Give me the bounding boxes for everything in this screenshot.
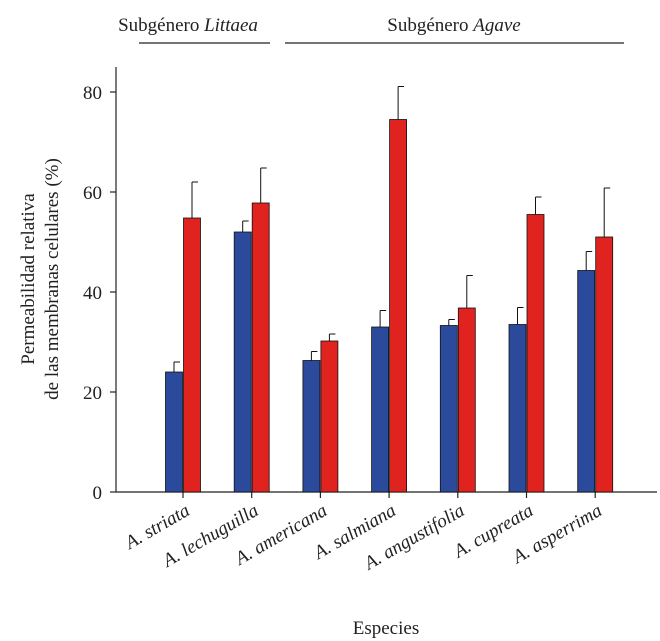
bar-series-1 [508, 324, 527, 493]
x-axis-title: Especies [353, 618, 419, 639]
y-axis-title-line1: Permeabilidad relativa [18, 193, 39, 365]
y-axis-title-line2: de las membranas celulares (%) [42, 158, 63, 400]
bars [165, 119, 614, 493]
y-ticks: 0 20 40 60 80 [83, 83, 116, 504]
bar-series-1 [439, 325, 458, 493]
bar-series-1 [233, 231, 252, 493]
bar-series-1 [577, 270, 596, 493]
bar-series-2 [251, 202, 270, 493]
bar-series-2 [457, 307, 476, 493]
x-ticks [182, 492, 596, 498]
bar-series-1 [371, 326, 390, 493]
error-bars [173, 86, 611, 372]
group-label-agave: Subgénero Agave [387, 15, 521, 36]
y-tick-label: 60 [83, 183, 102, 204]
y-tick-label: 0 [93, 483, 103, 504]
bar-series-2 [389, 119, 408, 493]
bar-series-2 [526, 214, 545, 493]
bar-series-1 [302, 360, 321, 493]
bar-series-2 [320, 340, 339, 493]
bar-series-2 [183, 217, 201, 493]
bar-series-1 [165, 371, 183, 493]
y-tick-label: 40 [83, 283, 102, 304]
group-label-littaea: Subgénero Littaea [118, 15, 258, 36]
y-tick-label: 20 [83, 383, 102, 404]
bar-series-2 [595, 236, 614, 493]
y-tick-label: 80 [83, 83, 102, 104]
